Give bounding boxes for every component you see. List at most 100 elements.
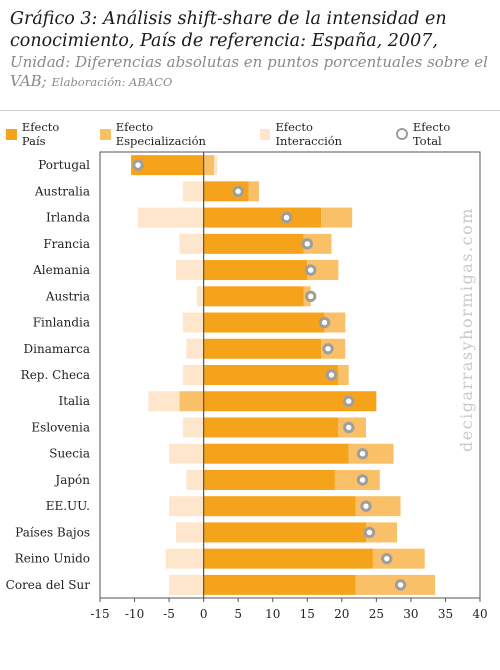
x-tick-label-15: 15: [300, 607, 315, 621]
category-label-francia: Francia: [43, 237, 90, 251]
total-marker-francia: [301, 238, 313, 250]
bar-pais-irlanda: [203, 207, 322, 228]
bar-pais-jap-n: [203, 469, 335, 490]
category-label-italia: Italia: [58, 394, 90, 408]
total-marker-finlandia: [318, 316, 331, 329]
bar-interaccion-alemania: [176, 260, 204, 281]
legend-marker-total: [395, 128, 408, 140]
category-label-eslovenia: Eslovenia: [31, 420, 90, 434]
bar-especializacion-italia: [179, 391, 204, 412]
total-marker-alemania: [305, 264, 317, 276]
category-label-dinamarca: Dinamarca: [24, 342, 91, 356]
bar-interaccion-irlanda: [138, 207, 204, 228]
x-tick-label-20: 20: [334, 607, 349, 621]
x-tick-label-m10: -10: [125, 607, 144, 621]
bar-interaccion-finlandia: [182, 312, 204, 333]
bar-pais-alemania: [203, 260, 308, 281]
bar-interaccion-italia: [148, 391, 180, 412]
x-tick-label-40: 40: [472, 607, 487, 621]
category-label-portugal: Portugal: [38, 158, 90, 172]
legend: Efecto País Efecto Especialización Efect…: [6, 120, 496, 148]
legend-item-especializacion: Efecto Especialización: [99, 120, 246, 148]
bar-interaccion-corea-del-sur: [169, 574, 204, 595]
total-marker-austria: [305, 290, 317, 302]
watermark: decigarrasyhormigas.com: [457, 207, 476, 452]
category-label-reino-unido: Reino Unido: [15, 552, 90, 566]
category-label-corea-del-sur: Corea del Sur: [6, 578, 91, 592]
subtitle-main: Unidad: Diferencias absolutas en puntos …: [10, 53, 488, 90]
legend-label-interaccion: Efecto Interacción: [275, 120, 343, 148]
bar-interaccion-ee-uu-: [169, 496, 204, 517]
total-marker-jap-n: [356, 474, 369, 486]
bar-interaccion-pa-ses-bajos: [176, 522, 204, 543]
plot-frame: [99, 151, 481, 599]
bar-interaccion-francia: [179, 233, 204, 254]
bar-especializacion-alemania: [307, 260, 339, 281]
bar-especializacion-suecia: [348, 443, 394, 464]
total-marker-corea-del-sur: [394, 579, 407, 591]
category-label-irlanda: Irlanda: [46, 211, 90, 225]
title-block: Gráfico 3: Análisis shift-share de la in…: [10, 8, 494, 92]
x-tick-label-10: 10: [265, 607, 280, 621]
chart-subtitle: Unidad: Diferencias absolutas en puntos …: [10, 53, 494, 92]
bar-pais-portugal: [131, 155, 204, 176]
bar-especializacion-irlanda: [321, 207, 353, 228]
bar-especializacion-finlandia: [324, 312, 346, 333]
bar-especializacion-portugal: [203, 155, 214, 176]
category-label-suecia: Suecia: [49, 447, 90, 461]
bar-interaccion-australia: [182, 181, 204, 202]
bar-interaccion-rep-checa: [182, 365, 204, 385]
total-marker-suecia: [356, 448, 369, 460]
bar-interaccion-dinamarca: [186, 338, 204, 359]
bar-especializacion-australia: [248, 181, 259, 202]
bar-pais-pa-ses-bajos: [203, 522, 366, 543]
bar-pais-finlandia: [203, 312, 325, 333]
total-marker-eslovenia: [343, 421, 355, 434]
total-marker-australia: [232, 185, 244, 198]
x-tick-label-5: 5: [234, 607, 242, 621]
subtitle-note: Elaboración: ABACO: [51, 75, 173, 89]
legend-label-especializacion: Efecto Especialización: [115, 120, 206, 148]
legend-swatch-especializacion: [99, 128, 111, 140]
bar-pais-corea-del-sur: [203, 574, 356, 595]
bar-especializacion-reino-unido: [372, 548, 425, 569]
bar-especializacion-pa-ses-bajos: [366, 522, 398, 543]
category-label-alemania: Alemania: [32, 263, 90, 277]
x-tick-label-30: 30: [403, 607, 418, 621]
total-marker-reino-unido: [381, 552, 393, 565]
legend-label-pais: Efecto País: [21, 120, 60, 148]
legend-item-pais: Efecto País: [6, 120, 86, 148]
bar-pais-reino-unido: [203, 548, 373, 569]
bar-pais-ee-uu-: [203, 496, 356, 517]
bar-pais-rep-checa: [203, 365, 339, 385]
legend-item-interaccion: Efecto Interacción: [259, 120, 382, 148]
total-marker-portugal: [132, 159, 144, 171]
bar-pais-suecia: [203, 443, 349, 464]
category-label-ee-uu-: EE.UU.: [46, 499, 90, 513]
x-tick-label-m5: -5: [163, 607, 175, 621]
bar-pais-austria: [203, 286, 304, 307]
total-marker-pa-ses-bajos: [363, 526, 376, 539]
category-label-jap-n: Japón: [53, 473, 90, 487]
legend-item-total: Efecto Total: [395, 120, 482, 148]
total-marker-rep-checa: [325, 369, 338, 381]
legend-label-total: Efecto Total: [412, 120, 451, 148]
bar-interaccion-portugal: [214, 155, 218, 176]
x-tick-label-m15: -15: [90, 607, 109, 621]
bar-interaccion-eslovenia: [182, 417, 204, 438]
bar-interaccion-austria: [196, 286, 204, 307]
title-divider: [0, 110, 500, 111]
total-marker-italia: [343, 395, 355, 407]
legend-swatch-pais: [6, 128, 17, 140]
bar-especializacion-rep-checa: [338, 365, 349, 385]
bar-pais-francia: [203, 233, 304, 254]
category-label-rep-checa: Rep. Checa: [21, 368, 90, 382]
category-label-austria: Austria: [45, 289, 90, 303]
x-tick-label-0: 0: [200, 607, 208, 621]
total-marker-dinamarca: [322, 343, 334, 355]
bar-interaccion-suecia: [169, 443, 204, 464]
bar-interaccion-reino-unido: [165, 548, 204, 569]
total-marker-irlanda: [280, 211, 293, 224]
chart-title: Gráfico 3: Análisis shift-share de la in…: [10, 9, 447, 51]
